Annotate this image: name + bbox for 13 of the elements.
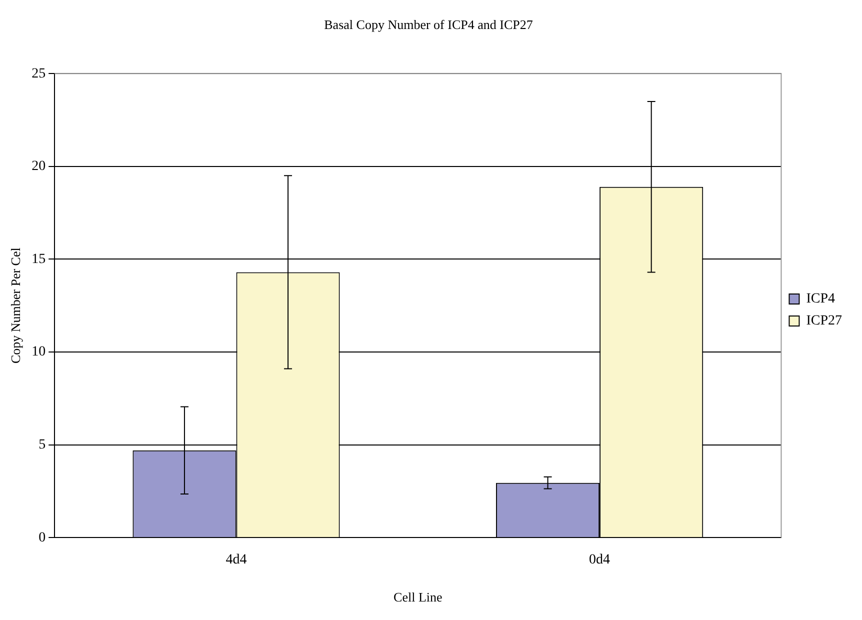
x-tick-label: 0d4 — [589, 552, 610, 568]
x-axis-title: Cell Line — [394, 590, 442, 605]
x-tick-label: 4d4 — [226, 552, 247, 568]
chart-title: Basal Copy Number of ICP4 and ICP27 — [324, 17, 534, 32]
legend-label: ICP27 — [806, 314, 842, 329]
y-tick-label: 20 — [32, 159, 46, 174]
y-tick-label: 15 — [32, 252, 46, 267]
y-tick-label: 0 — [38, 530, 46, 546]
y-tick-label: 10 — [32, 344, 46, 360]
legend-label: ICP4 — [806, 292, 836, 307]
y-tick-label: 25 — [32, 66, 46, 82]
y-tick-label: 5 — [38, 437, 46, 452]
y-axis-title: Copy Number Per Cel — [8, 247, 24, 364]
